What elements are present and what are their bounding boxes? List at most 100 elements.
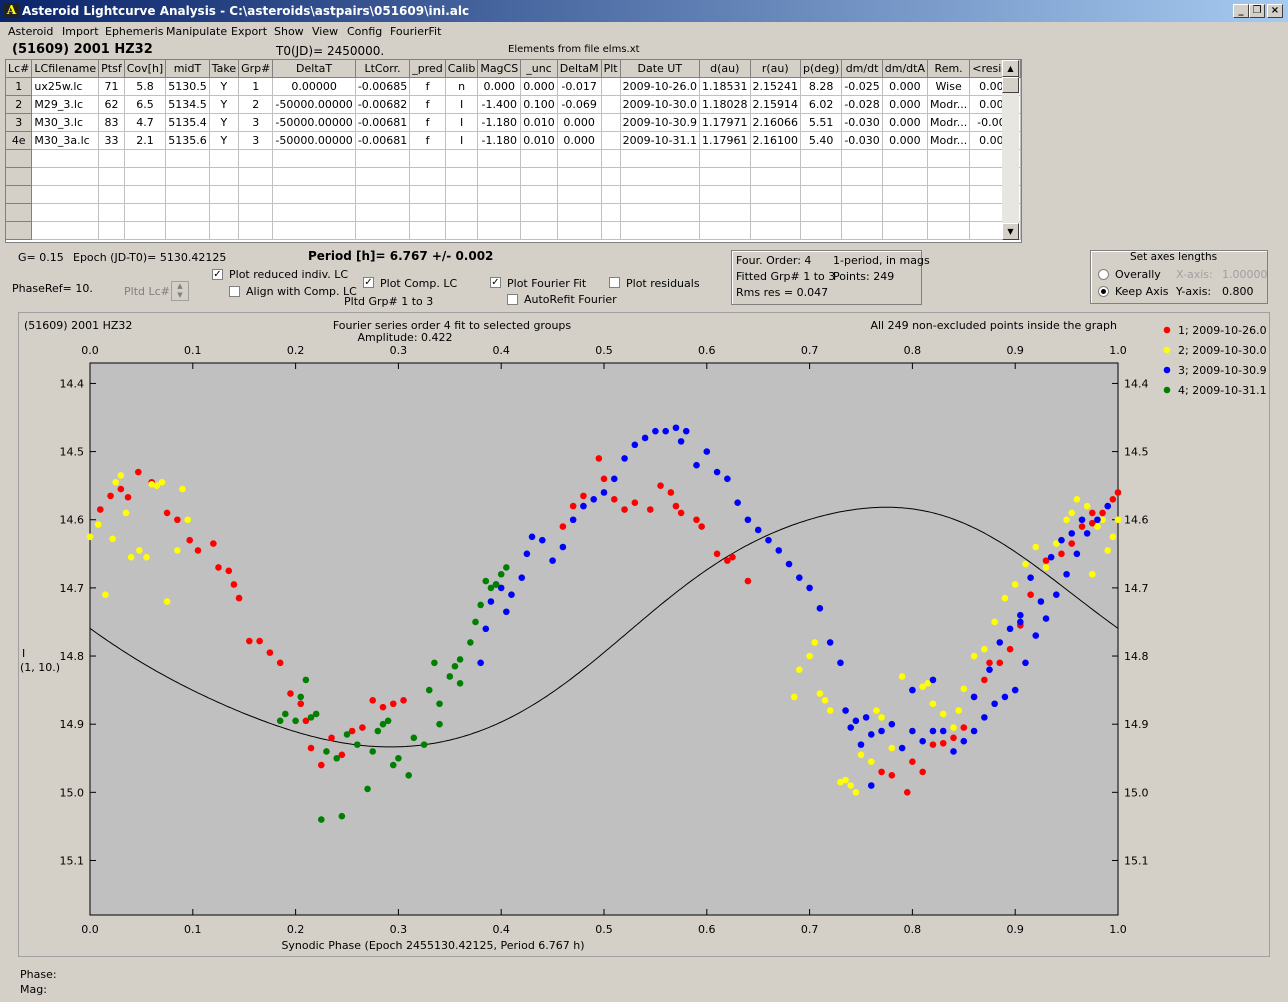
table-cell[interactable] bbox=[800, 185, 843, 204]
table-cell[interactable]: 0.000 bbox=[882, 113, 929, 132]
table-cell[interactable]: 0.00000 bbox=[272, 77, 356, 96]
table-cell[interactable] bbox=[124, 185, 167, 204]
table-cell[interactable] bbox=[409, 167, 446, 186]
table-cell[interactable] bbox=[927, 221, 971, 240]
table-cell[interactable] bbox=[800, 167, 843, 186]
table-cell[interactable] bbox=[409, 203, 446, 222]
table-cell[interactable] bbox=[445, 185, 479, 204]
table-cell[interactable]: 5130.5 bbox=[165, 77, 210, 96]
table-cell[interactable]: M29_3.lc bbox=[31, 95, 100, 114]
table-cell[interactable] bbox=[1020, 167, 1021, 186]
table-cell[interactable]: -0.00685 bbox=[355, 77, 411, 96]
table-cell[interactable]: -0.017 bbox=[557, 77, 602, 96]
table-cell[interactable] bbox=[6, 203, 33, 222]
table-cell[interactable] bbox=[520, 203, 558, 222]
table-cell[interactable]: f bbox=[409, 77, 446, 96]
column-header[interactable]: d(au) bbox=[699, 60, 751, 78]
table-cell[interactable]: -0.069 bbox=[557, 95, 602, 114]
restore-button[interactable]: ❐ bbox=[1249, 4, 1265, 18]
table-cell[interactable]: 5.8 bbox=[124, 77, 167, 96]
table-cell[interactable] bbox=[445, 167, 479, 186]
table-cell[interactable] bbox=[98, 167, 125, 186]
column-header[interactable]: Calib bbox=[445, 60, 479, 78]
table-cell[interactable] bbox=[699, 185, 751, 204]
table-cell[interactable] bbox=[1020, 185, 1021, 204]
column-header[interactable]: p(deg) bbox=[800, 60, 843, 78]
table-cell[interactable]: 5135.6 bbox=[165, 131, 210, 150]
table-cell[interactable] bbox=[841, 149, 883, 168]
column-header[interactable]: DeltaM bbox=[557, 60, 602, 78]
table-cell[interactable]: -0.00681 bbox=[355, 113, 411, 132]
menu-show[interactable]: Show bbox=[274, 25, 304, 38]
column-header[interactable]: Take bbox=[209, 60, 240, 78]
table-cell[interactable] bbox=[927, 203, 971, 222]
table-cell[interactable]: 0.000 bbox=[477, 77, 522, 96]
table-cell[interactable] bbox=[409, 149, 446, 168]
table-cell[interactable]: -1.180 bbox=[477, 113, 522, 132]
table-cell[interactable] bbox=[520, 221, 558, 240]
table-cell[interactable] bbox=[31, 185, 100, 204]
table-cell[interactable] bbox=[6, 221, 33, 240]
autorefit-checkbox[interactable] bbox=[507, 294, 518, 305]
table-cell[interactable] bbox=[98, 203, 125, 222]
table-cell[interactable]: -1.180 bbox=[477, 131, 522, 150]
table-cell[interactable] bbox=[209, 167, 240, 186]
table-cell[interactable]: 1.17971 bbox=[699, 113, 751, 132]
table-cell[interactable] bbox=[557, 221, 602, 240]
table-cell[interactable]: 1 bbox=[238, 77, 274, 96]
table-cell[interactable] bbox=[477, 185, 522, 204]
table-cell[interactable] bbox=[601, 77, 621, 96]
menu-fourierfit[interactable]: FourierFit bbox=[390, 25, 442, 38]
table-cell[interactable]: Y bbox=[209, 77, 240, 96]
table-cell[interactable] bbox=[520, 149, 558, 168]
table-cell[interactable] bbox=[31, 221, 100, 240]
table-cell[interactable]: 2.16066 bbox=[750, 113, 801, 132]
table-cell[interactable] bbox=[699, 203, 751, 222]
table-cell[interactable]: 1 bbox=[6, 77, 33, 96]
table-cell[interactable] bbox=[477, 149, 522, 168]
menu-import[interactable]: Import bbox=[62, 25, 99, 38]
menu-manipulate[interactable]: Manipulate bbox=[166, 25, 228, 38]
table-cell[interactable] bbox=[750, 149, 801, 168]
table-cell[interactable]: 0.036 bbox=[1020, 77, 1021, 96]
align-comp-checkbox[interactable] bbox=[229, 286, 240, 297]
table-cell[interactable] bbox=[445, 221, 479, 240]
table-cell[interactable] bbox=[209, 221, 240, 240]
column-header[interactable]: LtCorr. bbox=[355, 60, 411, 78]
table-cell[interactable]: M30_3.lc bbox=[31, 113, 100, 132]
table-cell[interactable]: 0.000 bbox=[882, 95, 929, 114]
table-cell[interactable] bbox=[124, 203, 167, 222]
table-cell[interactable]: Wise bbox=[927, 77, 971, 96]
table-cell[interactable] bbox=[477, 167, 522, 186]
table-cell[interactable] bbox=[520, 185, 558, 204]
table-cell[interactable] bbox=[841, 203, 883, 222]
keep-axis-radio[interactable] bbox=[1098, 286, 1109, 297]
table-cell[interactable] bbox=[409, 185, 446, 204]
table-cell[interactable]: 2009-10-30.9 bbox=[620, 113, 701, 132]
table-cell[interactable] bbox=[620, 221, 701, 240]
plot-comp-checkbox[interactable]: ✓ bbox=[363, 277, 374, 288]
table-cell[interactable] bbox=[209, 185, 240, 204]
table-cell[interactable]: -50000.00000 bbox=[272, 95, 356, 114]
table-cell[interactable] bbox=[355, 167, 411, 186]
table-cell[interactable]: f bbox=[409, 131, 446, 150]
table-cell[interactable] bbox=[557, 185, 602, 204]
table-cell[interactable] bbox=[124, 149, 167, 168]
table-cell[interactable]: 6.5 bbox=[124, 95, 167, 114]
table-cell[interactable] bbox=[750, 203, 801, 222]
table-cell[interactable]: I bbox=[445, 113, 479, 132]
table-cell[interactable]: -0.00682 bbox=[355, 95, 411, 114]
table-cell[interactable]: 2009-10-31.1 bbox=[620, 131, 701, 150]
table-cell[interactable] bbox=[445, 149, 479, 168]
table-cell[interactable]: 6.02 bbox=[800, 95, 843, 114]
minimize-button[interactable]: _ bbox=[1233, 4, 1249, 18]
table-cell[interactable] bbox=[31, 149, 100, 168]
table-cell[interactable]: -50000.00000 bbox=[272, 131, 356, 150]
column-header[interactable]: midT bbox=[165, 60, 210, 78]
table-cell[interactable] bbox=[1020, 149, 1021, 168]
table-cell[interactable]: 2 bbox=[238, 95, 274, 114]
table-cell[interactable] bbox=[557, 203, 602, 222]
table-cell[interactable] bbox=[841, 221, 883, 240]
table-cell[interactable] bbox=[750, 221, 801, 240]
table-cell[interactable] bbox=[557, 167, 602, 186]
